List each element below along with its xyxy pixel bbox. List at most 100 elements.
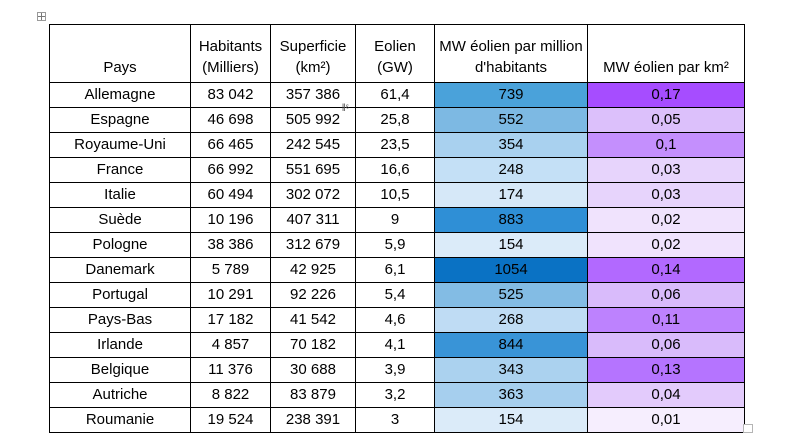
cell-mw-par-habitants[interactable]: 268 (434, 307, 588, 333)
cell-pays[interactable]: France (49, 157, 191, 183)
cell-mw-par-habitants[interactable]: 154 (434, 232, 588, 258)
cell-habitants[interactable]: 83 042 (190, 82, 271, 108)
cell-mw-par-km2[interactable]: 0,06 (587, 282, 745, 308)
header-eolien[interactable]: Eolien (GW) (355, 24, 435, 83)
cell-mw-par-km2[interactable]: 0,04 (587, 382, 745, 408)
cell-pays[interactable]: Roumanie (49, 407, 191, 433)
table-row: Irlande 4 857 70 182 4,1 844 0,06 (49, 332, 745, 358)
table-row: Pays-Bas 17 182 41 542 4,6 268 0,11 (49, 307, 745, 333)
cell-eolien[interactable]: 4,1 (355, 332, 435, 358)
cell-habitants[interactable]: 66 465 (190, 132, 271, 158)
cell-mw-par-habitants[interactable]: 354 (434, 132, 588, 158)
cell-mw-par-km2[interactable]: 0,11 (587, 307, 745, 333)
cell-mw-par-km2[interactable]: 0,05 (587, 107, 745, 133)
cell-pays[interactable]: Danemark (49, 257, 191, 283)
table-move-handle-icon[interactable] (37, 12, 46, 21)
cell-eolien[interactable]: 4,6 (355, 307, 435, 333)
cell-eolien[interactable]: 3,2 (355, 382, 435, 408)
cell-superficie[interactable]: 407 311 (270, 207, 356, 233)
cell-mw-par-habitants[interactable]: 1054 (434, 257, 588, 283)
cell-pays[interactable]: Pays-Bas (49, 307, 191, 333)
cell-superficie[interactable]: 70 182 (270, 332, 356, 358)
cell-mw-par-km2[interactable]: 0,1 (587, 132, 745, 158)
cell-habitants[interactable]: 4 857 (190, 332, 271, 358)
cell-pays[interactable]: Autriche (49, 382, 191, 408)
cell-habitants[interactable]: 11 376 (190, 357, 271, 383)
cell-eolien[interactable]: 5,4 (355, 282, 435, 308)
cell-habitants[interactable]: 10 196 (190, 207, 271, 233)
cell-mw-par-habitants[interactable]: 883 (434, 207, 588, 233)
cell-habitants[interactable]: 17 182 (190, 307, 271, 333)
cell-mw-par-habitants[interactable]: 248 (434, 157, 588, 183)
cell-superficie[interactable]: 92 226 (270, 282, 356, 308)
cell-mw-par-habitants[interactable]: 552 (434, 107, 588, 133)
superficie-value: 505 992 (286, 111, 340, 128)
cell-eolien[interactable]: 3 (355, 407, 435, 433)
cell-mw-par-habitants[interactable]: 739 (434, 82, 588, 108)
cell-mw-par-habitants[interactable]: 525 (434, 282, 588, 308)
cell-mw-par-habitants[interactable]: 174 (434, 182, 588, 208)
cell-mw-par-km2[interactable]: 0,14 (587, 257, 745, 283)
table-row: Royaume-Uni 66 465 242 545 23,5 354 0,1 (49, 132, 745, 158)
header-mw-par-habitants[interactable]: MW éolien par million d'habitants (434, 24, 588, 83)
cell-pays[interactable]: Suède (49, 207, 191, 233)
cell-superficie[interactable]: 41 542 (270, 307, 356, 333)
cell-eolien[interactable]: 5,9 (355, 232, 435, 258)
header-habitants[interactable]: Habitants (Milliers) (190, 24, 271, 83)
cell-pays[interactable]: Italie (49, 182, 191, 208)
cell-eolien[interactable]: 6,1 (355, 257, 435, 283)
cell-habitants[interactable]: 66 992 (190, 157, 271, 183)
cell-pays[interactable]: Portugal (49, 282, 191, 308)
cell-habitants[interactable]: 38 386 (190, 232, 271, 258)
cell-mw-par-km2[interactable]: 0,02 (587, 232, 745, 258)
cell-superficie[interactable]: 83 879 (270, 382, 356, 408)
cell-pays[interactable]: Irlande (49, 332, 191, 358)
cell-mw-par-km2[interactable]: 0,02 (587, 207, 745, 233)
table-row: Roumanie 19 524 238 391 3 154 0,01 (49, 407, 745, 433)
cell-eolien[interactable]: 25,8 (355, 107, 435, 133)
cell-eolien[interactable]: 16,6 (355, 157, 435, 183)
cell-superficie[interactable]: 30 688 (270, 357, 356, 383)
cell-habitants[interactable]: 46 698 (190, 107, 271, 133)
cell-eolien[interactable]: 3,9 (355, 357, 435, 383)
cell-superficie[interactable]: 505 992 (270, 107, 356, 133)
cell-superficie[interactable]: 238 391 (270, 407, 356, 433)
table-row: Portugal 10 291 92 226 5,4 525 0,06 (49, 282, 745, 308)
table-row: Belgique 11 376 30 688 3,9 343 0,13 (49, 357, 745, 383)
header-superficie[interactable]: Superficie (km²) (270, 24, 356, 83)
cell-mw-par-km2[interactable]: 0,01 (587, 407, 745, 433)
table-row: Danemark 5 789 42 925 6,1 1054 0,14 (49, 257, 745, 283)
cell-mw-par-habitants[interactable]: 343 (434, 357, 588, 383)
cell-habitants[interactable]: 60 494 (190, 182, 271, 208)
cell-eolien[interactable]: 10,5 (355, 182, 435, 208)
cell-eolien[interactable]: 23,5 (355, 132, 435, 158)
cell-pays[interactable]: Pologne (49, 232, 191, 258)
cell-mw-par-habitants[interactable]: 154 (434, 407, 588, 433)
cell-eolien[interactable]: 61,4 (355, 82, 435, 108)
cell-mw-par-km2[interactable]: 0,17 (587, 82, 745, 108)
cell-habitants[interactable]: 10 291 (190, 282, 271, 308)
cell-pays[interactable]: Belgique (49, 357, 191, 383)
cell-mw-par-km2[interactable]: 0,03 (587, 182, 745, 208)
cell-mw-par-habitants[interactable]: 844 (434, 332, 588, 358)
cell-superficie[interactable]: 551 695 (270, 157, 356, 183)
cell-superficie[interactable]: 302 072 (270, 182, 356, 208)
cell-mw-par-km2[interactable]: 0,13 (587, 357, 745, 383)
cell-mw-par-km2[interactable]: 0,03 (587, 157, 745, 183)
header-pays[interactable]: Pays (49, 24, 191, 83)
cell-habitants[interactable]: 8 822 (190, 382, 271, 408)
header-mw-par-km2[interactable]: MW éolien par km² (587, 24, 745, 83)
cell-habitants[interactable]: 19 524 (190, 407, 271, 433)
cell-superficie[interactable]: 242 545 (270, 132, 356, 158)
table-resize-handle-icon[interactable] (743, 424, 753, 433)
cell-mw-par-km2[interactable]: 0,06 (587, 332, 745, 358)
cell-superficie[interactable]: 312 679 (270, 232, 356, 258)
cell-pays[interactable]: Royaume-Uni (49, 132, 191, 158)
cell-superficie[interactable]: 42 925 (270, 257, 356, 283)
cell-habitants[interactable]: 5 789 (190, 257, 271, 283)
cell-mw-par-habitants[interactable]: 363 (434, 382, 588, 408)
cell-pays[interactable]: Espagne (49, 107, 191, 133)
cell-pays[interactable]: Allemagne (49, 82, 191, 108)
table-row: Allemagne 83 042 357 386 61,4 739 0,17 (49, 82, 745, 108)
cell-eolien[interactable]: 9 (355, 207, 435, 233)
